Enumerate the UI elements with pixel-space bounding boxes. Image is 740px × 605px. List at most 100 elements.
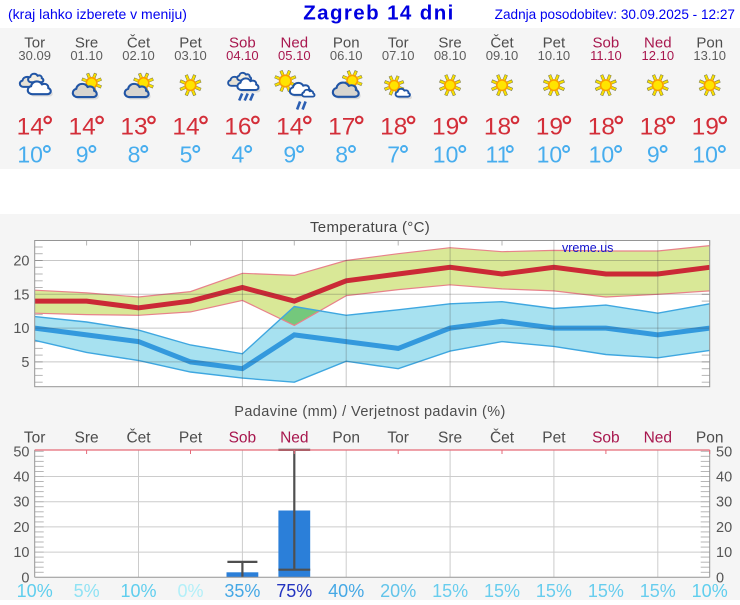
svg-text:Tor: Tor	[24, 35, 45, 52]
svg-text:09.10: 09.10	[486, 48, 519, 63]
svg-text:08.10: 08.10	[434, 48, 467, 63]
svg-text:35%: 35%	[224, 581, 260, 600]
svg-text:4: 4	[232, 142, 245, 168]
svg-text:50: 50	[716, 444, 732, 460]
svg-text:15%: 15%	[588, 581, 624, 600]
svg-text:Pon: Pon	[332, 430, 360, 447]
svg-text:Sre: Sre	[438, 35, 461, 52]
svg-text:Čet: Čet	[126, 430, 151, 447]
svg-text:10.10: 10.10	[538, 48, 571, 63]
svg-text:0: 0	[21, 570, 29, 586]
svg-text:Ned: Ned	[281, 35, 309, 52]
svg-text:(kraj lahko izberete v meniju): (kraj lahko izberete v meniju)	[8, 6, 187, 22]
svg-text:10: 10	[589, 142, 615, 168]
svg-text:Pet: Pet	[179, 430, 203, 447]
svg-text:50: 50	[13, 444, 29, 460]
svg-text:Ned: Ned	[644, 35, 672, 52]
svg-text:Pon: Pon	[696, 35, 723, 52]
svg-text:13: 13	[120, 114, 147, 141]
svg-text:18: 18	[484, 114, 511, 141]
svg-text:5: 5	[21, 355, 29, 371]
svg-text:9: 9	[283, 142, 296, 168]
svg-text:Čet: Čet	[490, 430, 515, 447]
svg-text:Tor: Tor	[388, 35, 409, 52]
svg-text:10: 10	[17, 142, 43, 168]
svg-text:18: 18	[588, 114, 615, 141]
svg-text:20%: 20%	[380, 581, 416, 600]
svg-text:02.10: 02.10	[122, 48, 155, 63]
svg-text:Pet: Pet	[543, 35, 566, 52]
svg-text:7: 7	[387, 142, 400, 168]
svg-text:19: 19	[536, 114, 563, 141]
svg-text:20: 20	[13, 520, 29, 536]
svg-text:03.10: 03.10	[174, 48, 207, 63]
svg-text:5: 5	[180, 142, 193, 168]
svg-text:Padavine (mm) / Verjetnost pad: Padavine (mm) / Verjetnost padavin (%)	[234, 404, 505, 420]
svg-text:15%: 15%	[640, 581, 676, 600]
svg-text:10%: 10%	[692, 581, 728, 600]
svg-text:14: 14	[68, 114, 95, 141]
svg-text:30.09: 30.09	[18, 48, 51, 63]
svg-text:0: 0	[716, 570, 724, 586]
svg-text:10%: 10%	[120, 581, 156, 600]
svg-text:11.10: 11.10	[590, 48, 622, 63]
svg-text:14: 14	[172, 114, 199, 141]
svg-text:30: 30	[13, 495, 29, 511]
svg-text:Sre: Sre	[438, 430, 462, 447]
svg-text:Ned: Ned	[280, 430, 308, 447]
svg-text:Čet: Čet	[127, 35, 151, 52]
svg-text:18: 18	[640, 114, 667, 141]
svg-text:15%: 15%	[432, 581, 468, 600]
svg-text:5%: 5%	[74, 581, 100, 600]
svg-text:10: 10	[433, 142, 459, 168]
svg-text:13.10: 13.10	[693, 48, 726, 63]
svg-text:Sob: Sob	[229, 430, 257, 447]
svg-text:40: 40	[13, 470, 29, 486]
svg-text:Temperatura (°C): Temperatura (°C)	[310, 219, 430, 236]
svg-text:Sob: Sob	[593, 35, 620, 52]
svg-text:Pet: Pet	[179, 35, 202, 52]
svg-text:15%: 15%	[536, 581, 572, 600]
svg-text:10: 10	[13, 545, 29, 561]
svg-text:19: 19	[692, 114, 719, 141]
svg-text:04.10: 04.10	[226, 48, 259, 63]
svg-text:10: 10	[13, 321, 29, 337]
svg-text:Pet: Pet	[542, 430, 566, 447]
svg-text:05.10: 05.10	[278, 48, 311, 63]
svg-text:30: 30	[716, 495, 732, 511]
svg-text:Pon: Pon	[696, 430, 724, 447]
svg-text:9: 9	[647, 142, 660, 168]
svg-text:Tor: Tor	[24, 430, 46, 447]
svg-text:11: 11	[486, 142, 510, 168]
svg-text:Zadnja posodobitev: 30.09.2025: Zadnja posodobitev: 30.09.2025 - 12:27	[495, 7, 735, 22]
svg-text:14: 14	[276, 114, 303, 141]
svg-text:vreme.us: vreme.us	[562, 241, 613, 255]
svg-text:16: 16	[224, 114, 251, 141]
svg-text:10: 10	[537, 142, 563, 168]
svg-text:10: 10	[692, 142, 718, 168]
svg-text:17: 17	[328, 114, 355, 141]
svg-text:07.10: 07.10	[382, 48, 415, 63]
svg-text:18: 18	[380, 114, 407, 141]
svg-text:Tor: Tor	[387, 430, 409, 447]
svg-text:Zagreb 14 dni: Zagreb 14 dni	[303, 2, 454, 25]
svg-text:Sob: Sob	[592, 430, 620, 447]
svg-text:40: 40	[716, 470, 732, 486]
svg-text:Sob: Sob	[229, 35, 256, 52]
svg-text:0%: 0%	[177, 581, 203, 600]
svg-text:75%: 75%	[276, 581, 312, 600]
svg-text:Sre: Sre	[75, 430, 99, 447]
svg-text:9: 9	[76, 142, 89, 168]
svg-text:20: 20	[13, 254, 29, 270]
svg-text:14: 14	[17, 114, 44, 141]
svg-text:15%: 15%	[484, 581, 520, 600]
svg-text:Pon: Pon	[333, 35, 360, 52]
svg-text:12.10: 12.10	[642, 48, 675, 63]
svg-text:Čet: Čet	[490, 35, 514, 52]
svg-text:01.10: 01.10	[70, 48, 103, 63]
svg-text:19: 19	[432, 114, 459, 141]
svg-text:40%: 40%	[328, 581, 364, 600]
svg-text:8: 8	[128, 142, 141, 168]
svg-text:Ned: Ned	[644, 430, 672, 447]
svg-text:20: 20	[716, 520, 732, 536]
